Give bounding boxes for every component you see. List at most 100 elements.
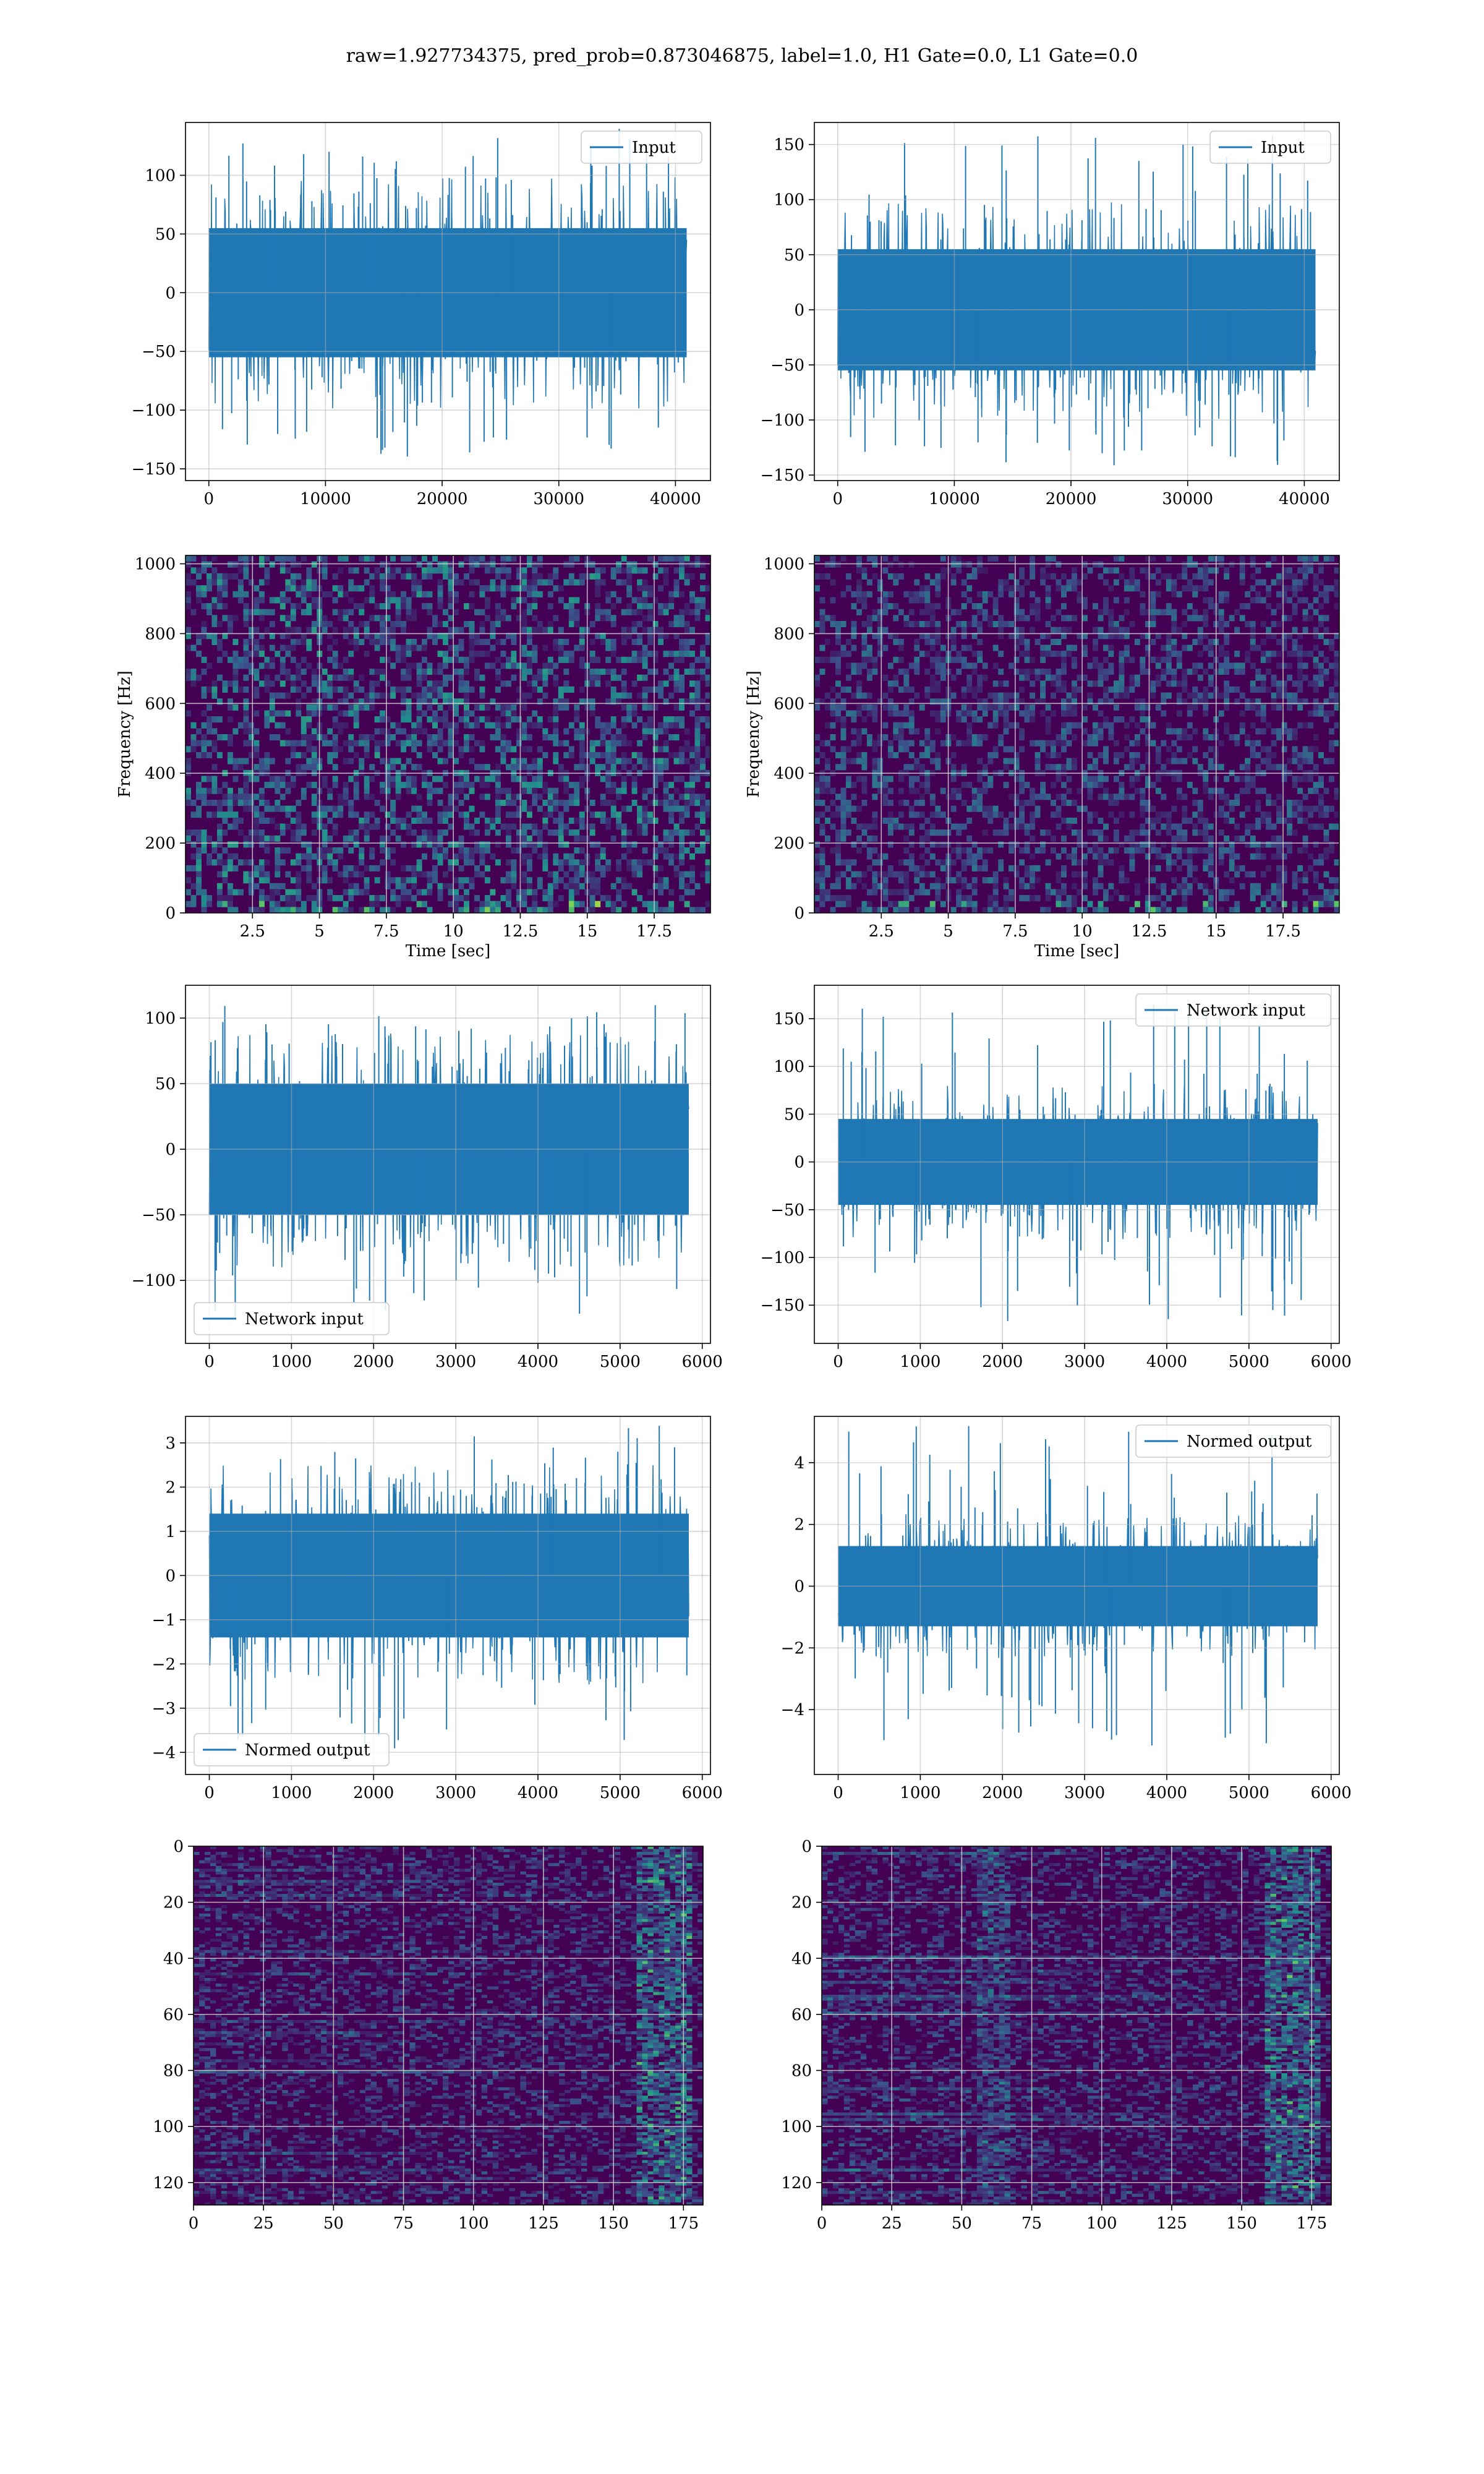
x-tick-label: 1000 [900,1784,940,1802]
legend-label: Normed output [1187,1432,1312,1451]
input-h1-axes: 0 10000 20000 30000 40000 −150 −100 −50 0 50 100 In… [132,122,711,508]
y-tick-label: 80 [791,2062,812,2081]
legend-label: Input [1261,139,1305,157]
x-tick-label: 40000 [650,490,701,508]
net-h1-grid [186,985,710,1343]
legend-label: Network input [1187,1001,1305,1020]
y-tick-label: 600 [774,695,804,713]
x-tick-label: 10000 [929,490,980,508]
y-tick-label: 2 [165,1478,176,1497]
x-tick-label: 25 [254,2214,274,2233]
y-tick-label: −50 [142,343,176,361]
x-tick-label: 30000 [533,490,584,508]
y-tick-label: 20 [163,1894,184,1912]
x-tick-label: 0 [204,1784,215,1802]
net-l1-axes: 0 1000 2000 3000 4000 5000 6000 −150 −100 −50 0 50 1… [761,985,1352,1371]
y-tick-label: 4 [794,1454,804,1473]
x-tick-label: 50 [323,2214,344,2233]
norm-h1-legend: Normed output [194,1733,390,1766]
x-tick-label: 40000 [1279,490,1330,508]
spec-l1-axes: 2.5 5 7.5 10 12.5 15 17.5 0 200 400 600 800 1000 Time… [744,555,1340,961]
x-tick-label: 5 [943,922,953,941]
x-tick-label: 17.5 [636,922,672,941]
norm-h1-axes: 0 1000 2000 3000 4000 5000 6000 −4 −3 −2 −1 0 1 2 3 Nor… [152,1416,723,1802]
y-tick-label: −4 [781,1701,804,1719]
x-tick-label: 5000 [600,1353,641,1371]
y-tick-label: −150 [761,1296,804,1315]
y-tick-label: 1000 [764,555,804,574]
x-tick-label: 5000 [1229,1784,1269,1802]
x-tick-label: 100 [458,2214,489,2233]
feat-l1-heatmap [822,1846,1331,2205]
input-l1-grid [814,122,1339,481]
legend-label: Normed output [245,1741,370,1760]
y-tick-label: 0 [794,301,804,320]
y-tick-label: −4 [152,1744,176,1762]
x-tick-label: 25 [882,2214,902,2233]
norm-h1-grid [186,1416,710,1774]
input-l1-axes: 0 10000 20000 30000 40000 −150 −100 −50 0 50 100 15… [761,122,1340,508]
y-tick-label: 40 [791,1950,812,1968]
x-tick-label: 0 [203,490,214,508]
input-h1-spikes [215,129,679,457]
x-tick-label: 175 [1296,2214,1327,2233]
y-tick-label: 60 [163,2006,184,2024]
x-tick-label: 6000 [682,1784,723,1802]
y-tick-label: 0 [165,904,176,923]
x-tick-label: 0 [833,1784,843,1802]
y-tick-label: 800 [774,625,804,643]
y-tick-label: −100 [132,401,176,420]
x-tick-label: 7.5 [1002,922,1028,941]
x-tick-label: 2.5 [869,922,894,941]
y-tick-label: 0 [165,1567,176,1585]
x-tick-label: 0 [832,490,843,508]
y-tick-label: 60 [791,2006,812,2024]
x-tick-label: 15 [1206,922,1226,941]
x-tick-label: 2.5 [240,922,265,941]
net-l1-frame [814,985,1340,1344]
x-tick-label: 5 [314,922,325,941]
x-tick-label: 12.5 [503,922,539,941]
x-tick-label: 4000 [1146,1353,1187,1371]
x-tick-label: 75 [393,2214,414,2233]
x-tick-label: 3000 [1064,1784,1105,1802]
y-tick-label: 3 [165,1434,176,1453]
spec-h1-heatmap [186,555,710,913]
legend-label: Network input [245,1310,364,1329]
y-tick-label: 0 [801,1838,812,1856]
x-tick-label: 125 [1156,2214,1187,2233]
x-tick-label: 20000 [1046,490,1097,508]
y-tick-label: 0 [794,1578,804,1596]
y-tick-label: −3 [152,1700,176,1718]
spec-h1-frame [185,555,711,914]
x-tick-label: 3000 [435,1784,476,1802]
input-l1-plot-area [837,135,1316,466]
norm-l1-axes: 0 1000 2000 3000 4000 5000 6000 −4 −2 0 2 4 Normed o… [781,1416,1352,1802]
spec-h1-plot-area [186,555,710,913]
y-tick-label: 0 [794,1154,804,1172]
y-tick-label: 200 [145,834,176,853]
x-tick-label: 0 [204,1353,215,1371]
x-tick-label: 0 [833,1353,843,1371]
y-tick-label: −100 [132,1272,176,1290]
x-tick-label: 2000 [982,1784,1023,1802]
x-tick-label: 7.5 [373,922,399,941]
norm-l1-frame [814,1416,1340,1775]
input-l1-legend: Input [1209,131,1331,164]
x-tick-label: 0 [189,2214,199,2233]
y-tick-label: 80 [163,2062,184,2081]
net-l1-spikes [842,1004,1310,1321]
x-tick-label: 1000 [900,1353,940,1371]
feat-l1-axes: 0 25 50 75 100 125 150 175 0 20 40 60 80 100 120 [781,1838,1332,2233]
y-tick-label: 100 [774,1058,804,1076]
x-tick-label: 50 [952,2214,972,2233]
x-tick-label: 10 [1072,922,1093,941]
feat-l1-plot-area [822,1846,1331,2205]
x-tick-label: 6000 [1311,1784,1352,1802]
y-tick-label: −2 [152,1655,176,1674]
net-h1-axes: 0 1000 2000 3000 4000 5000 6000 −100 −50 0 50 100 Ne… [132,985,723,1371]
spec-h1-ylabel: Frequency [Hz] [116,670,134,798]
x-tick-label: 12.5 [1132,922,1167,941]
x-tick-label: 4000 [1146,1784,1187,1802]
